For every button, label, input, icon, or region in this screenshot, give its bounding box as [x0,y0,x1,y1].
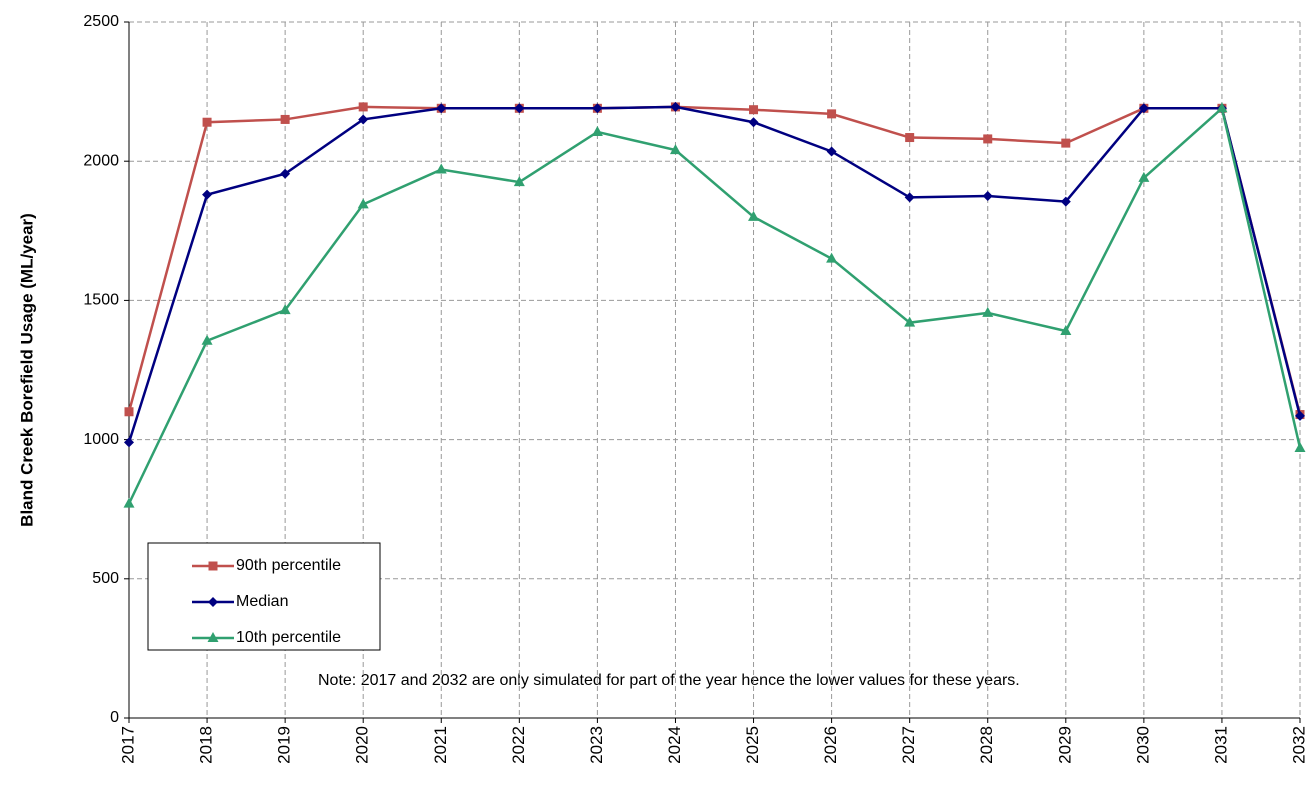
marker [748,210,760,221]
x-tick-label: 2026 [821,726,840,764]
marker [358,102,368,112]
marker [357,198,369,209]
marker [124,407,134,417]
x-tick-label: 2017 [118,726,137,764]
y-tick-label: 2000 [83,152,119,169]
marker [280,114,290,124]
marker [435,163,447,174]
marker [279,304,291,315]
marker [124,437,134,448]
marker [1060,325,1072,336]
marker [904,316,916,327]
x-tick-label: 2027 [899,726,918,764]
marker [202,117,212,127]
marker [749,105,759,115]
marker [1061,138,1071,148]
marker [670,101,681,112]
x-tick-label: 2022 [509,726,528,764]
marker [827,109,837,119]
x-tick-label: 2029 [1055,726,1074,764]
marker [1216,102,1228,113]
x-tick-label: 2023 [587,726,606,764]
marker [1060,196,1071,207]
marker [669,144,681,155]
x-tick-label: 2021 [431,726,450,764]
marker [202,189,213,200]
x-tick-label: 2025 [743,726,762,764]
marker [983,134,993,144]
marker [514,103,525,114]
marker [201,334,213,345]
x-tick-label: 2032 [1289,726,1308,764]
marker [905,133,915,143]
x-tick-label: 2020 [353,726,372,764]
marker [591,125,603,136]
marker [826,252,838,263]
marker [982,191,993,201]
marker [1138,171,1150,182]
x-tick-label: 2019 [275,726,294,764]
marker [748,117,759,128]
line [127,105,1302,505]
y-axis-label: Bland Creek Borefield Usage (ML/year) [17,213,36,527]
y-tick-label: 0 [110,709,119,726]
x-tick-label: 2028 [977,726,996,764]
marker [1294,441,1306,452]
marker [1295,410,1305,421]
marker [513,176,525,187]
legend-label: Median [236,593,288,610]
x-tick-label: 2024 [665,726,684,764]
marker [208,597,218,607]
marker [280,168,291,179]
line [127,105,1302,415]
marker [123,497,135,508]
y-tick-label: 500 [92,570,119,587]
legend-label: 90th percentile [236,557,341,574]
marker [207,632,219,642]
grid [128,21,1301,719]
y-tick-label: 2500 [83,13,119,30]
marker [208,561,218,571]
y-tick-label: 1000 [83,431,119,448]
marker [904,192,915,203]
marker [592,103,603,114]
marker [358,114,369,125]
marker [826,146,837,157]
note: Note: 2017 and 2032 are only simulated f… [318,672,1020,689]
x-tick-label: 2030 [1133,726,1152,764]
marker [982,306,994,317]
legend-label: 10th percentile [236,629,341,646]
x-tick-label: 2018 [197,726,216,764]
line [127,105,1302,443]
x-tick-label: 2031 [1211,726,1230,764]
marker [1138,103,1149,114]
marker [436,103,447,114]
legend-box [147,542,381,651]
y-tick-label: 1500 [83,292,119,309]
